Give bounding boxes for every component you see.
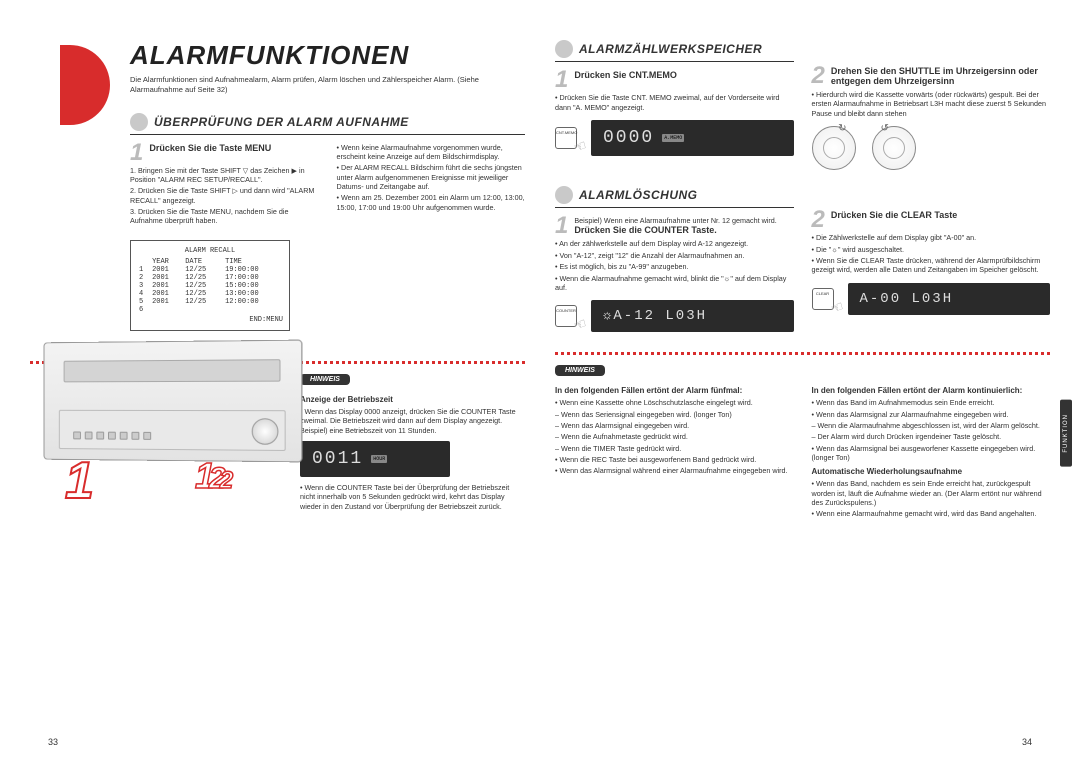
step-title: Drücken Sie die Taste MENU: [149, 143, 271, 153]
step-body: • Drücken Sie die Taste CNT. MEMO zweima…: [555, 93, 794, 112]
step-body: 1. Bringen Sie mit der Taste SHIFT ▽ das…: [130, 166, 319, 226]
section-heading: ALARMZÄHLWERKSPEICHER: [579, 42, 762, 56]
sub-heading: Anzeige der Betriebszeit: [300, 395, 525, 404]
step-title: Drücken Sie CNT.MEMO: [574, 70, 677, 80]
hinweis-badge: HINWEIS: [555, 365, 605, 376]
section-heading: ALARMLÖSCHUNG: [579, 188, 698, 202]
step-notes: • Wenn keine Alarmaufnahme vorgenommen w…: [337, 143, 526, 331]
lcd-a12: ☼A-12 L03H: [591, 300, 794, 332]
step-title: Drücken Sie die CLEAR Taste: [831, 210, 957, 220]
clear-button-icon: CLEAR ☜: [812, 284, 842, 314]
section-alarm-check: ÜBERPRÜFUNG DER ALARM AUFNAHME: [130, 113, 525, 135]
step-body: • Hierdurch wird die Kassette vorwärts (…: [812, 90, 1051, 118]
page-number-left: 33: [48, 737, 58, 747]
note-body: • Wenn das Band, nachdem es sein Ende er…: [812, 479, 1051, 518]
hinweis-badge: HINWEIS: [300, 374, 350, 385]
step-number-1: 1: [555, 70, 568, 89]
note-body: • Wenn die COUNTER Taste bei der Überprü…: [300, 483, 525, 511]
counter-button-icon: COUNTER ☜: [555, 301, 585, 331]
lcd-hours: 0011 HOUR: [300, 441, 450, 477]
callout-2b: 2: [220, 467, 233, 495]
step-number-1: 1: [130, 143, 143, 162]
step-intro: Beispiel) Wenn eine Alarmaufnahme unter …: [574, 216, 776, 225]
note-body: • Wenn eine Kassette ohne Löschschutzlas…: [555, 398, 794, 476]
page-intro: Die Alarmfunktionen sind Aufnahmealarm, …: [130, 75, 525, 95]
cntmemo-button-icon: CNT.MEMO ☜: [555, 123, 585, 153]
step-number-2: 2: [812, 210, 825, 229]
sub-heading: In den folgenden Fällen ertönt der Alarm…: [555, 386, 794, 395]
step-title: Drehen Sie den SHUTTLE im Uhrzeigersinn …: [831, 66, 1050, 86]
side-tab-funktion: FUNKTION: [1060, 400, 1072, 467]
note-body: • Wenn das Band im Aufnahmemodus sein En…: [812, 398, 1051, 462]
note-body: • Wenn das Display 0000 anzeigt, drücken…: [300, 407, 525, 435]
step-number-2: 2: [812, 66, 825, 85]
sub-heading: Automatische Wiederholungsaufnahme: [812, 467, 1051, 476]
section-alarm-delete: ALARMLÖSCHUNG: [555, 186, 794, 208]
page-title: ALARMFUNKTIONEN: [130, 40, 525, 71]
lcd-amemo: 0000 A.MEMO: [591, 120, 794, 156]
step-body: • Die Zählwerkstelle auf dem Display gib…: [812, 233, 1051, 274]
step-title: Drücken Sie die COUNTER Taste.: [574, 225, 776, 235]
section-heading: ÜBERPRÜFUNG DER ALARM AUFNAHME: [154, 115, 409, 129]
lcd-a00: A-00 L03H: [848, 283, 1051, 315]
big-step-1: 1: [65, 451, 94, 511]
page-number-right: 34: [1022, 737, 1032, 747]
sub-heading: In den folgenden Fällen ertönt der Alarm…: [812, 386, 1051, 395]
step-number-1: 1: [555, 216, 568, 235]
shuttle-dials: ↻ ↺: [812, 126, 1051, 170]
step-body: • An der zählwerkstelle auf dem Display …: [555, 239, 794, 292]
section-counter-memory: ALARMZÄHLWERKSPEICHER: [555, 40, 794, 62]
alarm-recall-table: ALARM RECALL YEAR DATE TIME 1200112/2519…: [130, 240, 290, 331]
